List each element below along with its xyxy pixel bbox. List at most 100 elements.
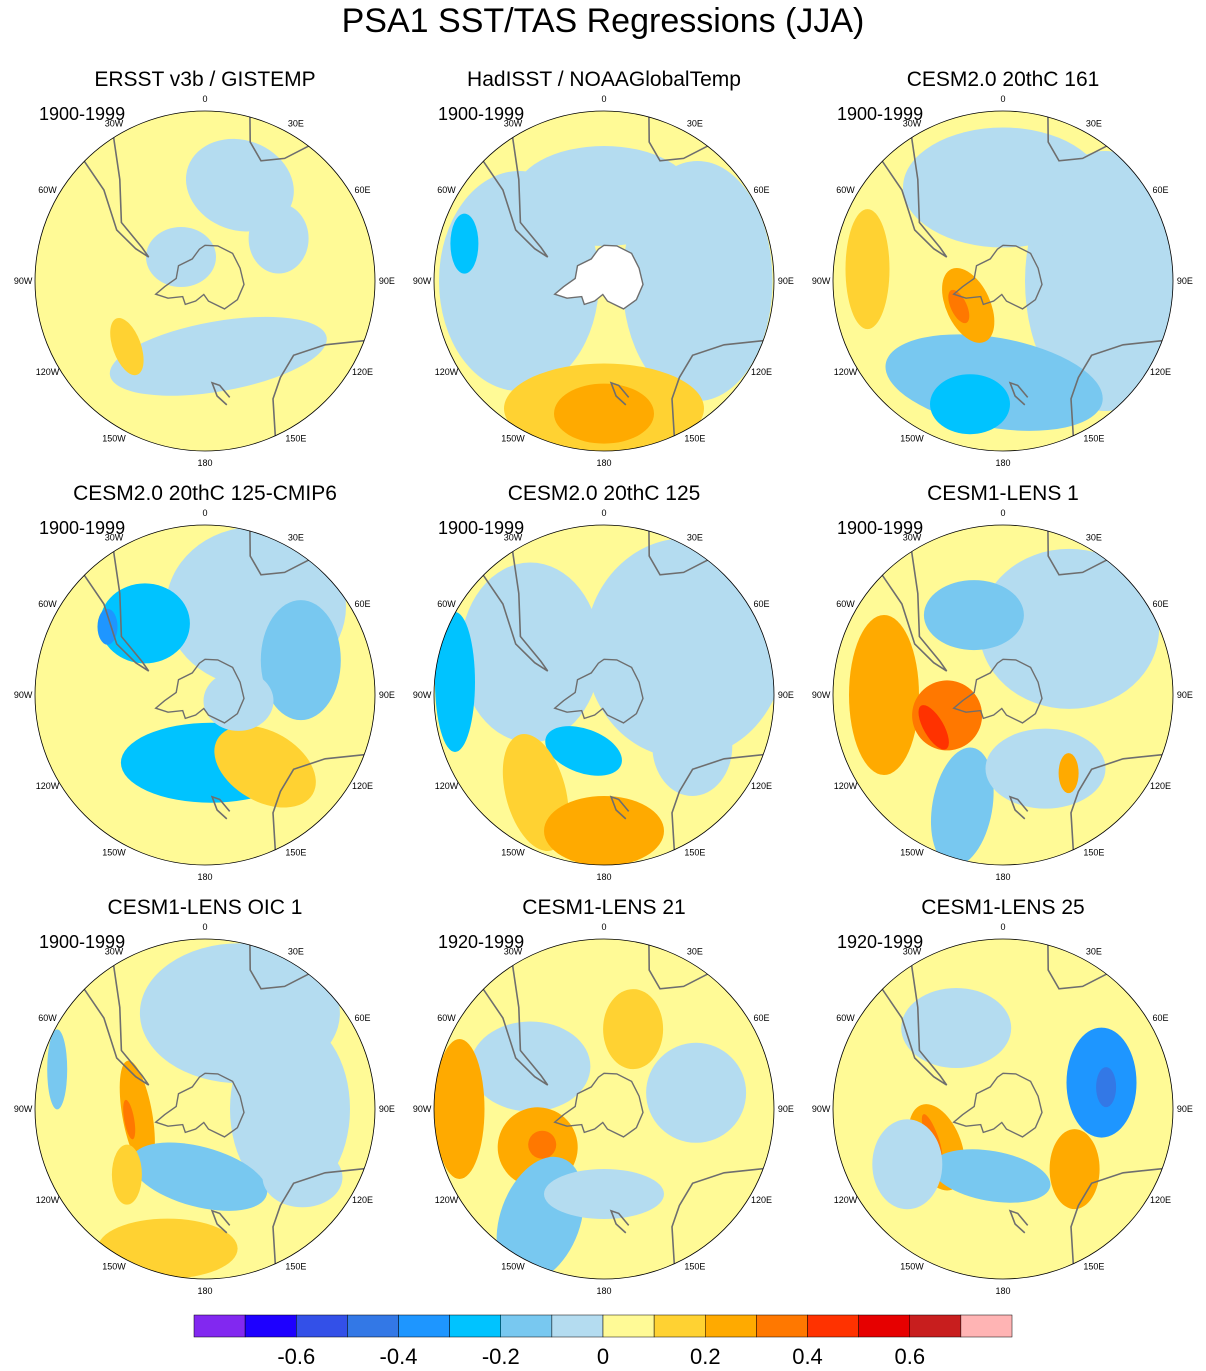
anomaly-region (514, 146, 694, 246)
antarctica-coastline (553, 658, 644, 724)
map-border (433, 110, 775, 452)
australia-coastline (671, 1167, 767, 1268)
map-panel-cesm2-125-cmip6: 0 30E 60E 90E 120E 150E 180 150W 120W 90W 60W 30W C… (5, 482, 405, 902)
panel-period: 1900-1999 (837, 104, 924, 124)
longitude-label: 0 (202, 922, 207, 932)
map-panel-cesm2-125: 0 30E 60E 90E 120E 150E 180 150W 120W 90W 60W 30W C… (404, 482, 804, 902)
anomaly-region (985, 728, 1106, 809)
map-border (34, 110, 376, 452)
antarctica-coastline (154, 1072, 245, 1138)
panel-title: CESM2.0 20thC 125-CMIP6 (73, 482, 337, 505)
longitude-label: 150E (285, 848, 306, 858)
longitude-label: 60W (836, 185, 855, 195)
longitude-label: 90E (379, 276, 395, 286)
anomaly-region (544, 1169, 664, 1219)
colorbar-swatch (398, 1314, 450, 1338)
longitude-label: 150E (1083, 434, 1104, 444)
longitude-label: 150E (684, 848, 705, 858)
colorbar-swatch (756, 1314, 808, 1338)
panel-title: CESM1-LENS OIC 1 (107, 896, 303, 919)
map-panel-cesm2-161: 0 30E 60E 90E 120E 150E 180 150W 120W 90W 60W 30W C… (803, 68, 1203, 488)
anomaly-region (603, 989, 664, 1070)
longitude-label: 180 (197, 872, 212, 882)
longitude-label: 60W (836, 599, 855, 609)
map-border (832, 524, 1174, 866)
africa-coastline (249, 941, 313, 990)
longitude-label: 90E (778, 1104, 794, 1114)
longitude-label: 150W (102, 434, 126, 444)
anomaly-region (97, 608, 118, 645)
longitude-label: 90W (812, 1104, 831, 1114)
south-america-coastline (879, 547, 948, 672)
colorbar-tick-label: 0 (597, 1344, 609, 1369)
colorbar-swatch (960, 1314, 1013, 1338)
panel-title: CESM1-LENS 25 (921, 896, 1085, 919)
longitude-label: 30W (903, 119, 922, 129)
longitude-label: 0 (1000, 508, 1005, 518)
polar-map: 0 30E 60E 90E 120E 150E 180 150W 120W 90W 60W 30W (413, 508, 794, 882)
longitude-label: 60E (1152, 185, 1168, 195)
panel-title: CESM2.0 20thC 161 (906, 68, 1100, 91)
longitude-label: 150W (900, 848, 924, 858)
longitude-label: 60W (437, 185, 456, 195)
longitude-label: 30W (504, 947, 523, 957)
longitude-label: 90W (812, 276, 831, 286)
longitude-label: 60E (1152, 599, 1168, 609)
longitude-label: 90E (379, 1104, 395, 1114)
longitude-label: 60W (38, 185, 57, 195)
polar-map: 0 30E 60E 90E 120E 150E 180 150W 120W 90W 60W 30W (413, 94, 794, 468)
longitude-label: 60E (1152, 1013, 1168, 1023)
panel-period: 1900-1999 (438, 104, 525, 124)
anomaly-region (203, 670, 274, 731)
anomaly-region (146, 227, 216, 287)
colorbar-tick-label: -0.4 (380, 1344, 418, 1369)
longitude-label: 60E (354, 1013, 370, 1023)
longitude-label: 60W (836, 1013, 855, 1023)
anomaly-region (111, 1144, 142, 1205)
panel-period: 1900-1999 (837, 518, 924, 538)
longitude-label: 120W (435, 1195, 459, 1205)
map-panel-hadisst: 0 30E 60E 90E 120E 150E 180 150W 120W 90W 60W 30W H… (404, 68, 804, 488)
longitude-label: 0 (202, 508, 207, 518)
australia-coastline (1070, 339, 1166, 440)
map-border (832, 110, 1174, 452)
longitude-label: 120W (36, 367, 60, 377)
south-america-coastline (81, 133, 150, 258)
longitude-label: 150W (501, 434, 525, 444)
new-zealand-coastline (210, 381, 231, 406)
panel-title: CESM1-LENS 1 (927, 482, 1079, 505)
longitude-label: 90W (413, 690, 432, 700)
longitude-label: 150E (684, 1262, 705, 1272)
longitude-label: 0 (1000, 94, 1005, 104)
antarctica-coastline (154, 244, 245, 310)
anomaly-region (646, 1042, 747, 1143)
longitude-label: 150W (900, 434, 924, 444)
anomaly-region (554, 383, 654, 444)
polar-map: 0 30E 60E 90E 120E 150E 180 150W 120W 90W 60W 30W (812, 94, 1193, 468)
longitude-label: 120E (1150, 367, 1171, 377)
longitude-label: 90W (14, 1104, 33, 1114)
africa-coastline (1047, 113, 1111, 162)
new-zealand-coastline (210, 1209, 231, 1234)
map-panel-cesm1-lens-25: 0 30E 60E 90E 120E 150E 180 150W 120W 90W 60W 30W C… (803, 896, 1203, 1316)
anomaly-region (1049, 1129, 1100, 1210)
south-america-coastline (480, 133, 549, 258)
longitude-label: 120W (435, 367, 459, 377)
australia-coastline (671, 753, 767, 854)
polar-map: 0 30E 60E 90E 120E 150E 180 150W 120W 90W 60W 30W (14, 94, 395, 468)
colorbar-swatch (500, 1314, 553, 1338)
south-america-coastline (81, 961, 150, 1086)
africa-coastline (249, 527, 313, 576)
map-border (433, 524, 775, 866)
anomaly-region (110, 318, 144, 376)
longitude-label: 180 (995, 872, 1010, 882)
anomaly-region (460, 562, 601, 743)
colorbar-swatch (551, 1314, 604, 1338)
longitude-label: 60E (354, 599, 370, 609)
anomaly-region (545, 726, 622, 776)
colorbar-swatch (909, 1314, 962, 1338)
new-zealand-coastline (1008, 381, 1029, 406)
longitude-label: 90W (413, 276, 432, 286)
longitude-label: 0 (1000, 922, 1005, 932)
antarctica-coastline (154, 658, 245, 724)
